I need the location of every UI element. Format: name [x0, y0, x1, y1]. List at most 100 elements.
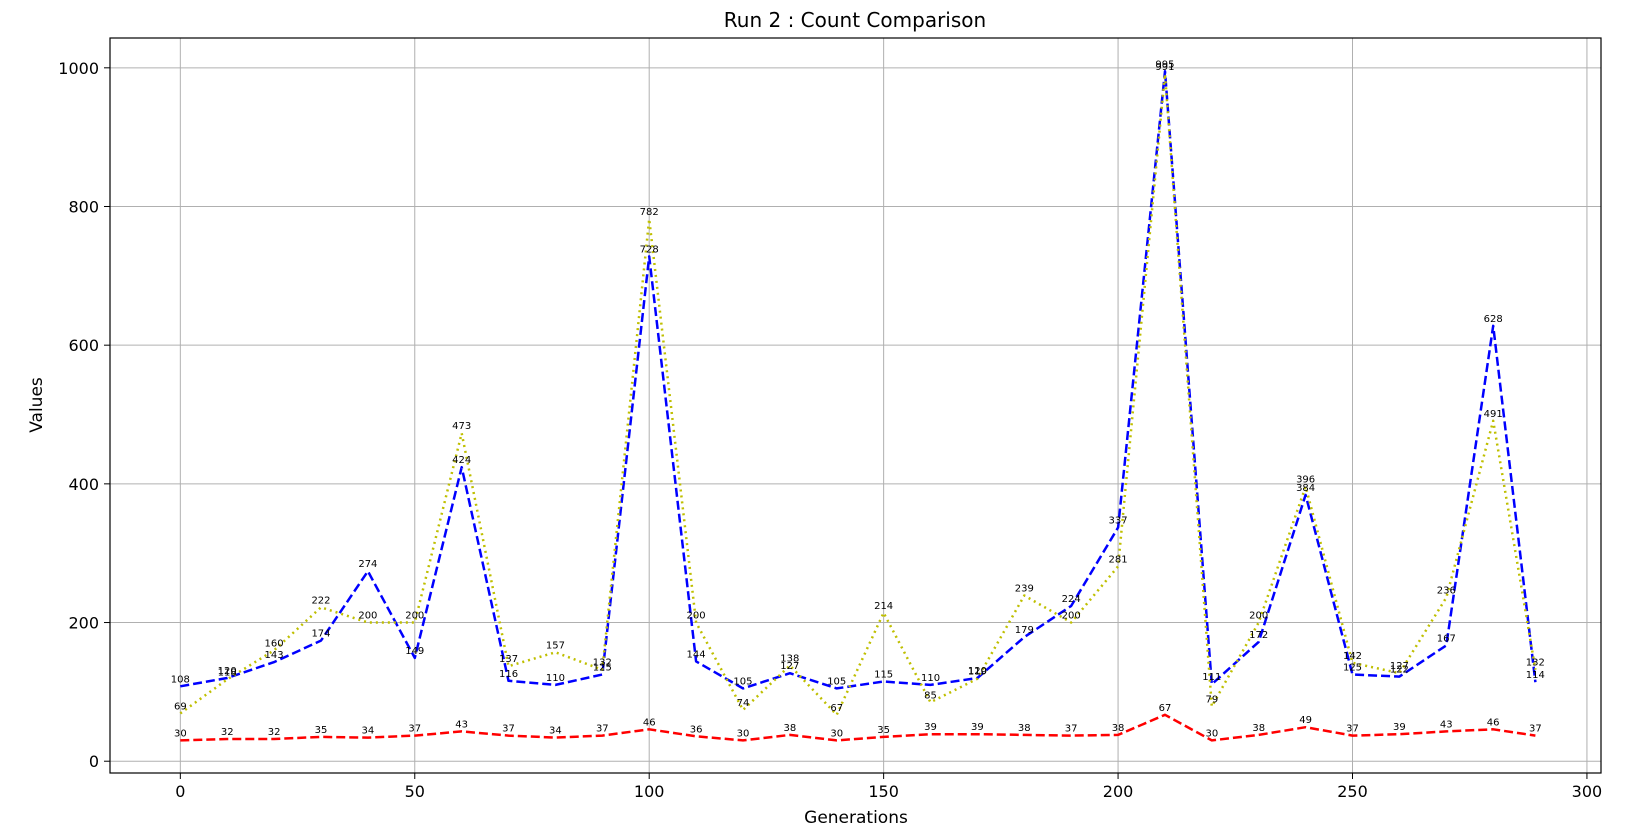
data-label: 37 [1346, 724, 1359, 735]
data-label: 35 [315, 725, 328, 736]
x-tick-label: 50 [405, 782, 425, 801]
data-label: 274 [358, 559, 377, 570]
x-tick-label: 200 [1103, 782, 1134, 801]
data-label: 85 [924, 690, 937, 701]
data-label: 337 [1109, 516, 1128, 527]
data-label: 473 [452, 421, 471, 432]
data-label: 74 [737, 698, 750, 709]
y-axis-label: Values [27, 377, 47, 433]
data-label: 46 [643, 717, 656, 728]
data-label: 995 [1155, 59, 1174, 70]
data-label: 118 [218, 667, 237, 678]
data-label: 115 [874, 669, 893, 680]
x-tick-label: 0 [175, 782, 185, 801]
data-label: 111 [1202, 672, 1221, 683]
data-label: 120 [218, 666, 237, 677]
data-label: 384 [1296, 483, 1315, 494]
data-label: 39 [971, 722, 984, 733]
data-label: 46 [1487, 717, 1500, 728]
data-label: 200 [1249, 611, 1268, 622]
data-label: 200 [405, 611, 424, 622]
y-tick-label: 200 [68, 614, 99, 633]
data-label: 127 [780, 661, 799, 672]
x-axis-label: Generations [804, 808, 908, 828]
data-label: 43 [1440, 719, 1453, 730]
data-label: 782 [640, 207, 659, 218]
data-label: 38 [1112, 723, 1125, 734]
data-label: 35 [877, 725, 890, 736]
data-label: 69 [174, 701, 187, 712]
data-label: 179 [1015, 625, 1034, 636]
data-label: 67 [1159, 703, 1172, 714]
y-tick-label: 0 [89, 752, 99, 771]
data-label: 127 [1390, 661, 1409, 672]
series-line-2 [179, 72, 1537, 717]
data-label: 36 [690, 724, 703, 735]
data-label: 37 [596, 724, 609, 735]
data-label: 224 [1062, 594, 1081, 605]
data-label: 236 [1437, 586, 1456, 597]
data-label: 38 [1018, 723, 1031, 734]
series-line-1 [180, 70, 1537, 690]
series-line-3 [180, 713, 1536, 742]
data-label: 39 [1393, 722, 1406, 733]
data-label: 628 [1484, 314, 1503, 325]
data-label: 144 [687, 649, 706, 660]
axes: 0 50 100 150 200 250 300 0 200 400 600 800 1000 [58, 59, 1602, 801]
data-label: 281 [1109, 554, 1128, 565]
data-label: 132 [1526, 658, 1545, 669]
data-label: 39 [924, 722, 937, 733]
data-label: 157 [546, 640, 565, 651]
data-label: 143 [265, 650, 284, 661]
data-label: 110 [921, 673, 940, 684]
data-label: 396 [1296, 475, 1315, 486]
data-label: 37 [408, 724, 421, 735]
y-tick-label: 800 [68, 197, 99, 216]
data-label: 105 [733, 676, 752, 687]
data-label: 116 [499, 669, 518, 680]
data-label: 105 [827, 676, 846, 687]
data-label: 38 [1252, 723, 1265, 734]
data-label: 160 [265, 638, 284, 649]
data-label: 125 [1343, 663, 1362, 674]
data-labels: 108 120 143 174 274 149 424 116 110 125 728 144 105 1… [171, 59, 1545, 739]
data-label: 174 [311, 629, 330, 640]
data-label: 37 [1065, 724, 1078, 735]
grid-lines [110, 38, 1601, 773]
data-label: 172 [1249, 630, 1268, 641]
data-label: 114 [1526, 670, 1545, 681]
data-label: 30 [737, 728, 750, 739]
data-label: 200 [358, 611, 377, 622]
data-label: 200 [687, 611, 706, 622]
data-label: 34 [362, 726, 375, 737]
data-label: 108 [171, 674, 190, 685]
data-label: 138 [780, 654, 799, 665]
data-label: 125 [593, 663, 612, 674]
data-label: 37 [1529, 724, 1542, 735]
data-label: 30 [830, 728, 843, 739]
data-label: 37 [502, 724, 515, 735]
data-label: 79 [1205, 694, 1218, 705]
x-tick-label: 300 [1572, 782, 1603, 801]
data-label: 110 [546, 673, 565, 684]
data-label: 491 [1484, 409, 1503, 420]
data-label: 32 [221, 727, 234, 738]
data-label: 30 [174, 728, 187, 739]
data-label: 67 [830, 703, 843, 714]
x-tick-label: 250 [1337, 782, 1368, 801]
data-label: 424 [452, 455, 471, 466]
data-label: 122 [1390, 665, 1409, 676]
data-series [179, 70, 1537, 742]
data-label: 43 [455, 719, 468, 730]
data-label: 137 [499, 654, 518, 665]
data-label: 222 [311, 595, 330, 606]
x-tick-label: 150 [868, 782, 899, 801]
data-label: 120 [968, 666, 987, 677]
chart-title: Run 2 : Count Comparison [724, 8, 986, 32]
plot-frame [109, 37, 1602, 774]
x-tick-label: 100 [634, 782, 665, 801]
y-tick-label: 400 [68, 475, 99, 494]
data-label: 32 [268, 727, 281, 738]
data-label: 132 [593, 658, 612, 669]
